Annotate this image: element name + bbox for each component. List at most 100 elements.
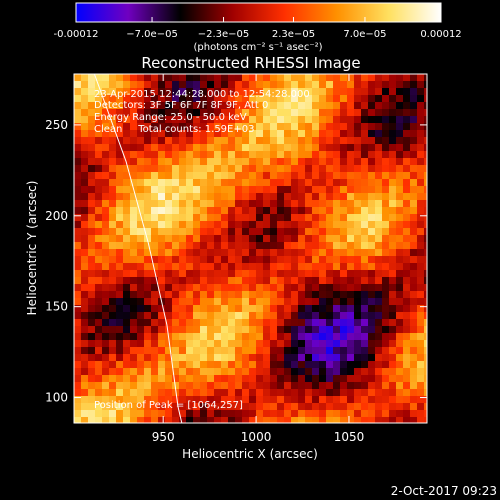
heatmap-cell bbox=[319, 340, 326, 347]
heatmap-cell bbox=[95, 137, 102, 144]
heatmap-cell bbox=[137, 375, 144, 382]
heatmap-cell bbox=[88, 179, 95, 186]
heatmap-cell bbox=[396, 347, 403, 354]
heatmap-cell bbox=[256, 109, 263, 116]
heatmap-cell bbox=[165, 81, 172, 88]
heatmap-cell bbox=[410, 123, 417, 130]
heatmap-cell bbox=[382, 410, 389, 417]
peak-position-label: Position of Peak = [1064,257] bbox=[94, 400, 243, 411]
heatmap-cell bbox=[284, 172, 291, 179]
heatmap-cell bbox=[312, 221, 319, 228]
heatmap-cell bbox=[319, 298, 326, 305]
heatmap-cell bbox=[375, 130, 382, 137]
heatmap-cell bbox=[284, 319, 291, 326]
heatmap-cell bbox=[347, 403, 354, 410]
heatmap-cell bbox=[333, 102, 340, 109]
heatmap-cell bbox=[165, 88, 172, 95]
heatmap-cell bbox=[319, 235, 326, 242]
heatmap-cell bbox=[319, 158, 326, 165]
heatmap-cell bbox=[158, 319, 165, 326]
heatmap-cell bbox=[291, 333, 298, 340]
heatmap-cell bbox=[326, 263, 333, 270]
heatmap-cell bbox=[200, 277, 207, 284]
heatmap-cell bbox=[172, 256, 179, 263]
heatmap-cell bbox=[263, 270, 270, 277]
heatmap-cell bbox=[81, 214, 88, 221]
heatmap-cell bbox=[116, 179, 123, 186]
heatmap-cell bbox=[102, 200, 109, 207]
heatmap-cell bbox=[424, 284, 427, 291]
heatmap-cell bbox=[403, 74, 410, 81]
heatmap-cell bbox=[326, 214, 333, 221]
heatmap-cell bbox=[256, 263, 263, 270]
heatmap-cell bbox=[186, 214, 193, 221]
heatmap-cell bbox=[417, 151, 424, 158]
heatmap-cell bbox=[368, 200, 375, 207]
heatmap-cell bbox=[137, 312, 144, 319]
heatmap-cell bbox=[256, 242, 263, 249]
heatmap-cell bbox=[298, 333, 305, 340]
heatmap-cell bbox=[193, 172, 200, 179]
heatmap-cell bbox=[228, 347, 235, 354]
heatmap-cell bbox=[382, 88, 389, 95]
heatmap-cell bbox=[298, 270, 305, 277]
heatmap-cell bbox=[340, 151, 347, 158]
heatmap-cell bbox=[165, 123, 172, 130]
heatmap-cell bbox=[137, 249, 144, 256]
heatmap-cell bbox=[403, 186, 410, 193]
heatmap-cell bbox=[158, 186, 165, 193]
heatmap-cell bbox=[354, 361, 361, 368]
heatmap-cell bbox=[389, 200, 396, 207]
heatmap-cell bbox=[81, 102, 88, 109]
heatmap-cell bbox=[424, 102, 427, 109]
heatmap-cell bbox=[109, 284, 116, 291]
heatmap-cell bbox=[123, 172, 130, 179]
heatmap-cell bbox=[228, 165, 235, 172]
heatmap-cell bbox=[396, 410, 403, 417]
heatmap-cell bbox=[403, 326, 410, 333]
heatmap-cell bbox=[235, 109, 242, 116]
heatmap-cell bbox=[291, 319, 298, 326]
heatmap-cell bbox=[235, 263, 242, 270]
heatmap-cell bbox=[354, 144, 361, 151]
heatmap-cell bbox=[270, 361, 277, 368]
heatmap-cell bbox=[109, 214, 116, 221]
heatmap-cell bbox=[186, 319, 193, 326]
heatmap-cell bbox=[396, 123, 403, 130]
heatmap-cell bbox=[312, 417, 319, 423]
heatmap-cell bbox=[291, 291, 298, 298]
heatmap-cell bbox=[417, 228, 424, 235]
heatmap-cell bbox=[74, 298, 81, 305]
heatmap-cell bbox=[102, 375, 109, 382]
heatmap-cell bbox=[116, 228, 123, 235]
heatmap-cell bbox=[270, 186, 277, 193]
heatmap-cell bbox=[137, 354, 144, 361]
heatmap-cell bbox=[186, 102, 193, 109]
heatmap-cell bbox=[389, 109, 396, 116]
heatmap-cell bbox=[235, 291, 242, 298]
heatmap-cell bbox=[179, 137, 186, 144]
heatmap-cell bbox=[88, 256, 95, 263]
heatmap-cell bbox=[347, 417, 354, 423]
heatmap-cell bbox=[249, 102, 256, 109]
heatmap-cell bbox=[263, 410, 270, 417]
heatmap-cell bbox=[130, 109, 137, 116]
heatmap-cell bbox=[403, 284, 410, 291]
heatmap-cell bbox=[368, 116, 375, 123]
heatmap-cell bbox=[312, 270, 319, 277]
heatmap-cell bbox=[396, 214, 403, 221]
heatmap-cell bbox=[102, 298, 109, 305]
heatmap-cell bbox=[200, 74, 207, 81]
heatmap-cell bbox=[165, 263, 172, 270]
heatmap-cell bbox=[291, 193, 298, 200]
heatmap-cell bbox=[256, 389, 263, 396]
heatmap-cell bbox=[172, 396, 179, 403]
heatmap-cell bbox=[193, 214, 200, 221]
heatmap-cell bbox=[172, 417, 179, 423]
heatmap-cell bbox=[389, 305, 396, 312]
heatmap-cell bbox=[158, 389, 165, 396]
heatmap-cell bbox=[396, 102, 403, 109]
heatmap-cell bbox=[179, 193, 186, 200]
heatmap-cell bbox=[172, 263, 179, 270]
heatmap-cell bbox=[326, 347, 333, 354]
